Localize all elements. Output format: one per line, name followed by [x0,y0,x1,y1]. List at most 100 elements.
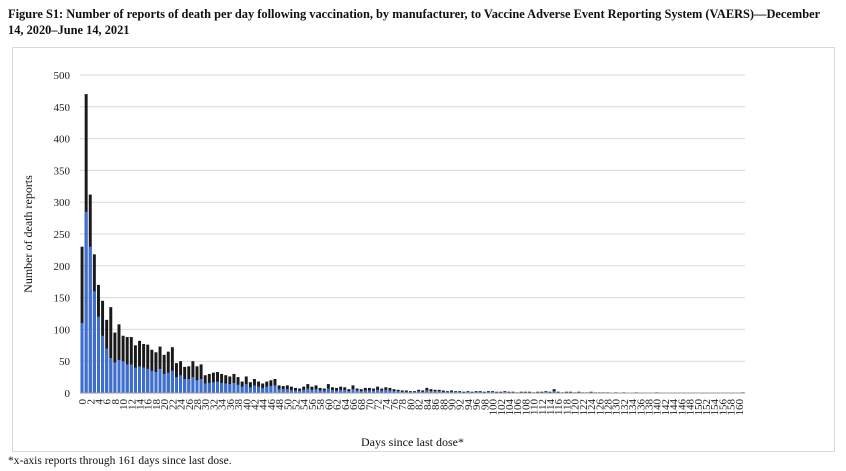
bar-blue [179,375,183,393]
y-tick-label: 450 [54,102,71,114]
x-tick-label: 16 [143,399,155,411]
x-tick-label: 138 [644,399,656,416]
bar-blue [363,390,367,393]
x-tick-labels: 0246810121416182022242628303234363840424… [77,398,746,415]
bar-blue [314,389,318,393]
x-tick-label: 98 [479,399,491,411]
x-tick-label: 122 [578,399,590,416]
bar-blue [289,389,293,393]
figure-footnote: *x-axis reports through 161 days since l… [8,455,232,467]
bar-blue [408,391,412,393]
y-tick-label: 50 [59,356,71,368]
x-tick-label: 10 [118,399,130,411]
bar-blue [335,390,339,393]
bar-blue [158,368,162,393]
x-tick-label: 110 [529,399,541,416]
bar-total [359,389,363,393]
bar-blue [474,391,478,393]
bar-total [347,389,351,393]
x-tick-label: 158 [726,399,738,416]
bar-blue [339,389,343,393]
bar-blue [170,370,174,393]
bar-blue [359,391,363,393]
x-tick-label: 134 [627,399,639,416]
bar-total [80,246,84,393]
x-tick-label: 62 [332,399,344,410]
bar-blue [248,387,252,393]
x-tick-label: 12 [126,399,138,410]
x-tick-label: 86 [430,399,442,411]
x-tick-label: 152 [701,399,713,416]
x-tick-label: 160 [734,399,746,416]
bar-blue [228,384,232,393]
bar-blue [101,335,105,393]
x-tick-label: 38 [233,399,245,411]
x-tick-label: 94 [463,399,475,411]
chart-frame [12,47,835,452]
x-tick-label: 64 [340,399,352,411]
bar-blue [224,383,228,393]
x-tick-label: 24 [176,399,188,411]
bar-blue [351,389,355,393]
x-tick-label: 32 [208,399,220,410]
bar-blue [421,391,425,393]
x-tick-label: 104 [504,399,516,416]
bar-blue [388,390,392,393]
x-tick-label: 36 [225,399,237,411]
bar-blue [191,377,195,393]
bar-blue [322,390,326,393]
x-tick-label: 58 [315,399,327,411]
bar-blue [429,391,433,393]
bar-blue [343,389,347,393]
bar-blue [441,391,445,393]
bar-blue [113,362,117,393]
bar-total [199,364,203,393]
bar-blue [458,391,462,393]
x-tick-label: 108 [520,399,532,416]
figure-title: Figure S1: Number of reports of death pe… [8,7,820,37]
x-tick-label: 96 [471,399,483,411]
bar-blue [80,323,84,393]
bar-blue [154,372,158,393]
bar-blue [174,377,178,393]
bar-blue [207,382,211,393]
y-tick-label: 350 [54,165,71,177]
bar-blue [400,391,404,393]
y-tick-label: 250 [54,229,71,241]
x-tick-label: 34 [217,399,229,411]
bar-blue [466,391,470,393]
y-tick-labels: 0 50 100 150 200 250 300 350 400 450 500 [54,70,71,400]
x-tick-label: 22 [167,399,179,410]
bar-blue [150,370,154,393]
bar-blue [244,384,248,393]
x-tick-label: 26 [184,399,196,411]
x-tick-label: 72 [373,399,385,410]
bar-total [552,389,556,393]
bar-blue [199,379,203,393]
x-tick-label: 78 [397,399,409,411]
x-tick-label: 68 [356,399,368,411]
x-tick-label: 70 [364,399,376,411]
bar-blue [133,367,137,393]
bar-blue [109,358,113,393]
x-tick-label: 142 [660,399,672,416]
x-tick-label: 90 [446,399,458,411]
bar-blue [302,389,306,393]
y-tick-label: 150 [54,293,71,305]
x-tick-label: 156 [717,399,729,416]
x-tick-label: 30 [200,399,212,411]
bar-blue [392,391,396,393]
bar-total [109,307,113,393]
x-tick-label: 14 [135,399,147,411]
bar-blue [220,382,224,393]
bar-blue [203,383,207,393]
x-tick-label: 120 [570,399,582,416]
x-tick-label: 100 [488,398,500,415]
bar-blue [187,379,191,393]
bar-blue [121,361,125,393]
x-tick-label: 88 [438,399,450,411]
y-axis-label: Number of death reports [21,175,35,293]
x-tick-label: 56 [307,399,319,411]
x-tick-label: 28 [192,399,204,411]
bar-blue [454,391,458,393]
